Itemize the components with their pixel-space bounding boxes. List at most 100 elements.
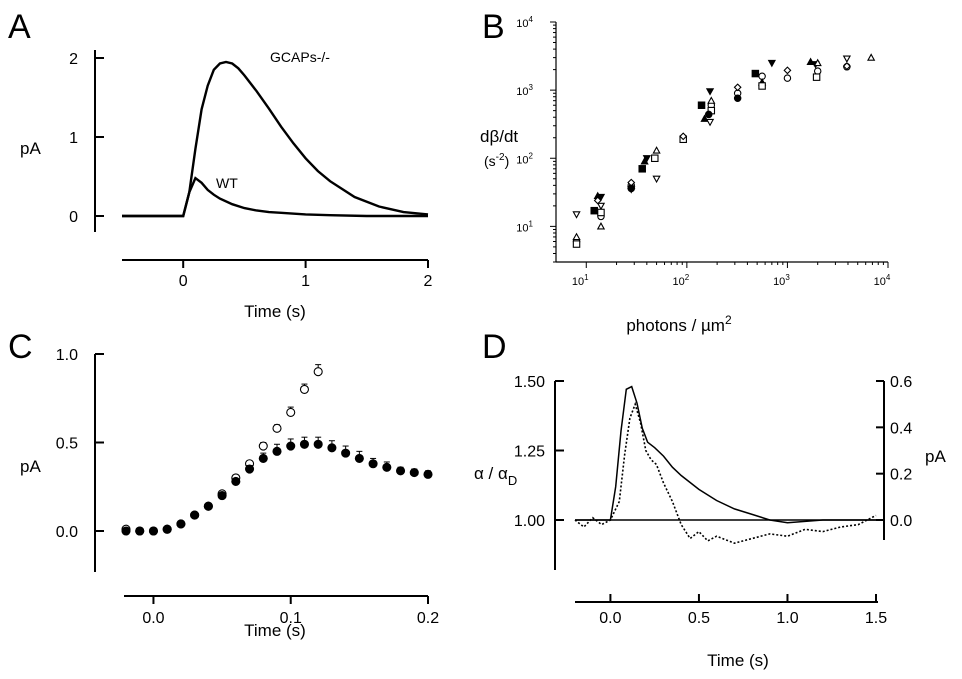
panel-c-point-s1 <box>327 443 337 453</box>
panel-d-ytick-right-label: 0.6 <box>890 374 912 391</box>
panel-letter-b: B <box>482 8 505 46</box>
panel-a-series-line-1 <box>122 176 428 218</box>
panel-letter-d: D <box>482 328 507 366</box>
panel-b-point-s7 <box>842 62 851 71</box>
panel-b-point-s6 <box>572 232 581 241</box>
panel-c: 0.0 0.5 1.0 0.0 0.1 0.2 <box>56 347 439 627</box>
panel-a-ytick-label: 0 <box>69 209 78 226</box>
panel-c-point-s1 <box>203 501 213 511</box>
panel-b-xtick-label: 102 <box>672 273 689 288</box>
panel-d-ytick-right-label: 0.2 <box>890 467 912 484</box>
panel-a-annotation-wt: WT <box>216 175 238 191</box>
panel-a-xlabel: Time (s) <box>244 302 306 321</box>
panel-b-point-s6 <box>707 96 716 104</box>
panel-c-point-s1 <box>313 439 323 449</box>
panel-a-xtick-label: 0 <box>179 273 188 290</box>
panel-b-point-s1 <box>813 67 822 75</box>
panel-c-ytick-label: 0.0 <box>56 524 78 541</box>
panel-b-xtick-label: 103 <box>773 273 790 288</box>
panel-b-point-s7 <box>679 132 688 141</box>
panel-c-ytick-label: 1.0 <box>56 347 78 364</box>
panel-c-point-s0 <box>258 441 268 451</box>
panel-b-point-s8 <box>704 110 713 119</box>
panel-b-xlabel: photons / µm2 <box>626 313 732 335</box>
panel-b-point-s6 <box>867 53 876 61</box>
panel-c-point-s1 <box>382 462 392 472</box>
panel-a-xtick-label: 1 <box>301 273 310 290</box>
panel-b-point-s6 <box>813 58 822 67</box>
panel-b-xtick-label: 101 <box>572 273 589 288</box>
panel-d-xtick-label: 0.0 <box>599 610 621 627</box>
panel-d-ytick-label: 1.00 <box>514 513 545 530</box>
panel-d-xtick-label: 1.5 <box>865 610 887 627</box>
panel-letter-a: A <box>8 8 31 46</box>
panel-b-point-s7 <box>733 83 742 92</box>
panel-b-ytick-label: 103 <box>516 83 533 98</box>
panel-b-point-s0 <box>652 175 661 184</box>
panel-b-point-s2 <box>700 114 709 122</box>
panel-d-ylabel: α / αD <box>474 464 517 488</box>
panel-c-xtick-label: 0.1 <box>280 610 302 627</box>
panel-b-ytick-label: 104 <box>516 15 533 30</box>
panel-b-point-s6 <box>596 222 606 230</box>
panel-b-point-s0 <box>572 211 581 219</box>
panel-b-ytick-label: 102 <box>516 151 533 166</box>
panel-c-ytick-label: 0.5 <box>56 436 78 453</box>
panel-b-point-s7 <box>593 196 602 205</box>
panel-d-xlabel: Time (s) <box>707 651 769 670</box>
panel-b-point-s5 <box>758 82 766 90</box>
panel-b-point-s4 <box>638 165 646 173</box>
panel-c-point-s0 <box>299 384 310 394</box>
panel-c-xtick-label: 0.2 <box>417 610 439 627</box>
panel-b-point-s0 <box>596 202 606 211</box>
panel-b-ytick-label: 101 <box>516 219 533 234</box>
panel-d-ylabel-right: pA <box>925 447 946 466</box>
panel-c-point-s1 <box>286 441 296 451</box>
panel-c-point-s1 <box>354 453 364 463</box>
panel-b-point-s4 <box>590 206 598 215</box>
panel-d-series-line-1 <box>574 401 877 545</box>
panel-b-point-s4 <box>751 69 760 78</box>
panel-b-point-s4 <box>697 101 706 109</box>
panel-b-point-s6 <box>652 146 661 154</box>
panel-d-ytick-right-label: 0.4 <box>890 420 912 437</box>
panel-c-point-s1 <box>395 466 406 476</box>
panel-c-point-s1 <box>299 439 310 449</box>
panel-b-point-s3 <box>767 59 776 68</box>
panel-c-point-s1 <box>341 448 351 458</box>
panel-b-point-s3 <box>642 155 651 163</box>
panel-c-point-s1 <box>368 459 378 469</box>
panel-a-ytick-label: 1 <box>69 130 78 147</box>
panel-c-ylabel: pA <box>20 457 41 476</box>
panel-c-point-s1 <box>258 453 268 463</box>
panel-c-xlabel: Time (s) <box>244 621 306 640</box>
panel-b-point-s0 <box>705 118 715 127</box>
panel-a: 0 1 2 0 1 2 <box>69 50 433 290</box>
panel-d-xtick-label: 1.0 <box>776 610 798 627</box>
panel-d-xtick-label: 0.5 <box>688 610 710 627</box>
panel-c-point-s1 <box>121 526 131 536</box>
panel-b-point-s7 <box>783 66 792 75</box>
panel-b-point-s5 <box>572 240 581 248</box>
panel-b-point-s5 <box>597 208 605 217</box>
panel-c-point-s1 <box>231 476 241 486</box>
panel-b-point-s5 <box>812 73 821 81</box>
panel-c-xtick-label: 0.0 <box>142 610 164 627</box>
panel-b-ylabel: dβ/dt <box>480 127 518 146</box>
panel-b-point-s5 <box>651 154 659 163</box>
panel-c-point-s1 <box>148 526 159 536</box>
panel-c-point-s1 <box>423 469 433 479</box>
panel-b: 101 102 103 104 101 102 103 104 <box>516 15 891 288</box>
panel-b-point-s8 <box>627 184 635 193</box>
panel-b-xtick-label: 104 <box>874 273 891 288</box>
panel-b-ylabel-units: (s-2) <box>484 152 509 169</box>
panel-b-point-s3 <box>596 193 606 202</box>
panel-d-ytick-right-label: 0.0 <box>890 513 912 530</box>
panel-d-series-line-0 <box>575 385 876 524</box>
panel-c-point-s1 <box>409 468 419 478</box>
panel-letter-c: C <box>8 328 33 366</box>
panel-c-point-s0 <box>272 423 282 433</box>
panel-b-point-s8 <box>733 94 742 102</box>
panel-c-point-s1 <box>135 526 145 536</box>
